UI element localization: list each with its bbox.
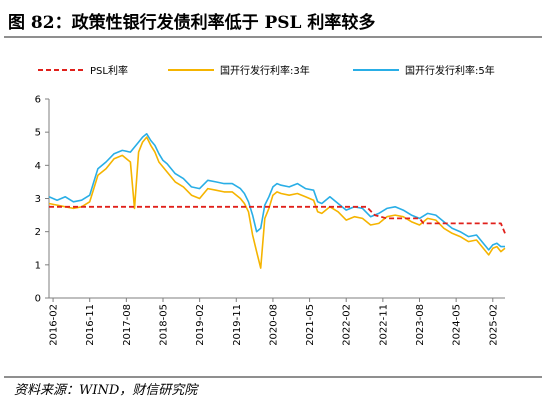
legend-label: 国开行发行利率:5年 — [405, 64, 495, 77]
series-group — [48, 133, 506, 269]
legend-item-cdb-5y: 国开行发行利率:5年 — [353, 64, 495, 77]
legend-item-psl: PSL利率 — [38, 64, 128, 77]
y-tick-label: 4 — [35, 161, 41, 172]
y-tick-label: 2 — [35, 227, 41, 238]
axes: 0 1 2 3 4 5 6 2016-02 2016-11 2017-08 2018-05 2019-… — [35, 95, 505, 346]
y-tick-label: 5 — [35, 128, 41, 139]
x-tick-label: 2017-08 — [122, 304, 133, 346]
x-tick-label: 2020-08 — [268, 304, 279, 346]
x-tick-label: 2023-08 — [415, 304, 426, 346]
cdb-5y-line — [48, 133, 505, 251]
figure-title: 图 82：政策性银行发债利率低于 PSL 利率较多 — [8, 13, 376, 33]
y-tick-label: 0 — [35, 294, 41, 305]
x-tick-label: 2022-11 — [378, 304, 389, 346]
x-tick-label: 2016-02 — [49, 304, 60, 346]
cdb-3y-line — [48, 136, 506, 269]
line-chart: 0 1 2 3 4 5 6 2016-02 2016-11 2017-08 2018-05 2019-… — [35, 64, 506, 346]
source-note: 资料来源：WIND，财信研究院 — [14, 383, 198, 398]
source-rule — [4, 376, 542, 378]
x-tick-label: 2022-02 — [342, 304, 353, 346]
legend-item-cdb-3y: 国开行发行利率:3年 — [168, 64, 310, 77]
x-tick-label: 2016-11 — [85, 304, 96, 346]
legend: PSL利率 国开行发行利率:3年 国开行发行利率:5年 — [38, 64, 495, 77]
legend-label: 国开行发行利率:3年 — [220, 64, 310, 77]
x-tick-label: 2019-11 — [232, 304, 243, 346]
legend-label: PSL利率 — [90, 64, 128, 77]
title-rule — [4, 36, 542, 38]
x-tick-label: 2024-05 — [452, 304, 463, 346]
x-tick-label: 2021-05 — [305, 304, 316, 346]
y-tick-label: 1 — [35, 260, 41, 271]
x-tick-label: 2019-02 — [195, 304, 206, 346]
y-tick-label: 6 — [35, 95, 41, 106]
y-tick-label: 3 — [35, 194, 41, 205]
x-tick-label: 2025-02 — [488, 304, 499, 346]
x-tick-label: 2018-05 — [159, 304, 170, 346]
